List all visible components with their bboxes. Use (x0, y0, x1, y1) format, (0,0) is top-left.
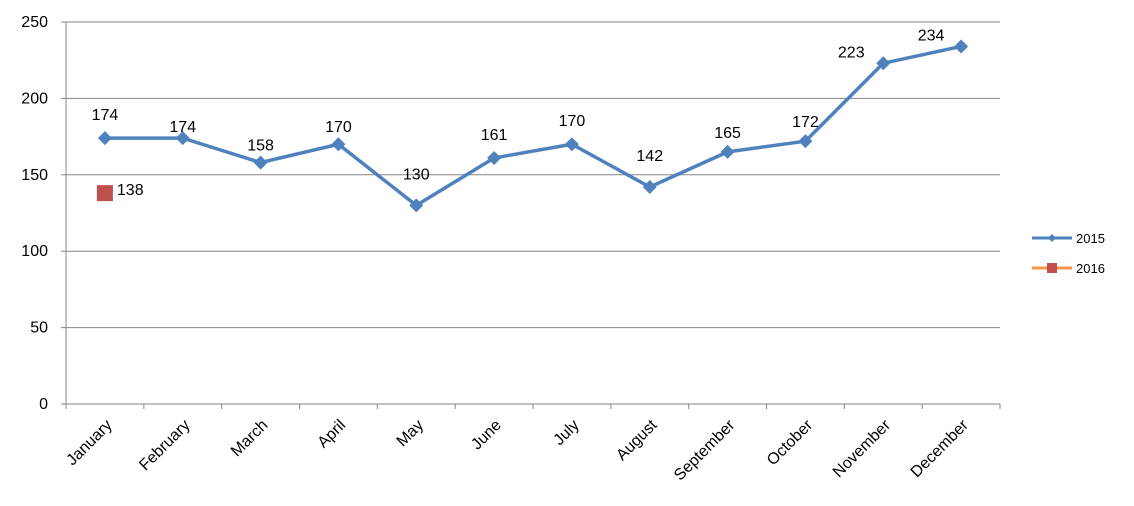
data-point-2015 (175, 131, 190, 146)
gridlines (66, 21, 1000, 329)
legend-label-2015: 2015 (1076, 231, 1105, 246)
data-point-2015 (564, 137, 579, 152)
data-label-2015: 172 (792, 114, 819, 131)
data-label-2015: 170 (559, 113, 586, 130)
legend-item-2016: 2016 (1032, 261, 1105, 276)
y-tick-label: 100 (21, 243, 48, 260)
data-label-2016: 138 (117, 182, 144, 199)
series-line-2015 (104, 44, 962, 208)
x-axis-tick-labels: January February March April May June July Augu… (63, 416, 972, 484)
x-tick-label: February (136, 417, 193, 474)
y-axis-tick-labels: 0 50 100 150 200 250 (21, 14, 48, 413)
x-tick-label: August (613, 416, 661, 464)
data-point-2015 (720, 144, 735, 159)
x-tick-label: December (908, 416, 973, 481)
x-tick-label: November (830, 416, 895, 481)
data-point-2015 (409, 198, 424, 213)
data-label-2015: 130 (403, 166, 430, 183)
data-point-2015 (97, 131, 112, 146)
axes (61, 21, 1001, 409)
data-point-2015 (253, 155, 268, 170)
y-tick-label: 150 (21, 167, 48, 184)
x-tick-label: July (551, 417, 583, 449)
data-label-2015: 142 (636, 148, 663, 165)
x-tick-label: May (394, 417, 427, 450)
y-tick-label: 250 (21, 14, 48, 31)
legend: 2015 2016 (1032, 231, 1105, 276)
legend-item-2015: 2015 (1032, 231, 1105, 246)
data-point-2015 (954, 39, 969, 54)
x-tick-label: April (315, 417, 350, 452)
data-label-2015: 174 (92, 107, 119, 124)
series-layer: 174 174 158 170 130 161 170 142 165 172 223 234 138 (92, 27, 969, 213)
legend-label-2016: 2016 (1076, 261, 1105, 276)
x-tick-label: June (468, 417, 505, 454)
x-tick-label: October (764, 416, 817, 469)
data-label-2015: 165 (714, 125, 741, 142)
legend-marker-2015 (1048, 234, 1056, 242)
legend-marker-2016 (1047, 263, 1057, 273)
y-tick-label: 50 (30, 320, 48, 337)
data-point-2016 (96, 185, 113, 202)
data-point-2015 (876, 56, 891, 71)
x-tick-label: March (228, 417, 271, 460)
data-point-2015 (487, 150, 502, 165)
data-point-2015 (642, 180, 657, 195)
data-label-2015: 158 (247, 138, 274, 155)
data-point-2015 (331, 137, 346, 152)
data-point-2015 (798, 134, 813, 149)
data-label-2015: 170 (325, 119, 352, 136)
y-tick-label: 0 (39, 396, 48, 413)
y-tick-label: 200 (21, 90, 48, 107)
data-label-2015: 234 (918, 27, 945, 44)
x-tick-label: September (671, 416, 739, 484)
data-label-2015: 161 (481, 127, 508, 144)
x-tick-label: January (63, 417, 115, 469)
data-label-2015: 223 (838, 44, 865, 61)
data-label-2015: 174 (169, 119, 196, 136)
